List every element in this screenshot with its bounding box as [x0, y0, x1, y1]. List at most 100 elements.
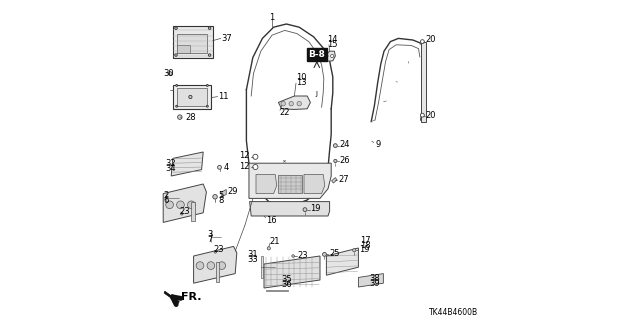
- Text: 24: 24: [340, 140, 350, 149]
- Circle shape: [281, 101, 285, 106]
- Polygon shape: [256, 174, 277, 194]
- Bar: [177, 45, 190, 53]
- Polygon shape: [278, 175, 302, 193]
- Text: 32: 32: [166, 159, 177, 168]
- Circle shape: [353, 249, 356, 252]
- Circle shape: [166, 201, 173, 209]
- Text: 19: 19: [359, 245, 369, 254]
- Circle shape: [196, 262, 204, 269]
- Text: 1: 1: [269, 13, 274, 22]
- Polygon shape: [358, 274, 383, 287]
- Polygon shape: [172, 152, 204, 176]
- Bar: [177, 34, 207, 53]
- Text: 7: 7: [207, 235, 212, 244]
- Text: 33: 33: [247, 255, 258, 264]
- Text: 11: 11: [218, 92, 228, 101]
- Text: 6: 6: [163, 196, 168, 205]
- Circle shape: [289, 101, 294, 106]
- Polygon shape: [193, 246, 237, 283]
- Circle shape: [268, 247, 271, 250]
- Circle shape: [323, 252, 326, 256]
- Circle shape: [334, 159, 337, 163]
- Text: 8: 8: [219, 196, 224, 205]
- Text: B-8: B-8: [308, 50, 325, 59]
- Bar: [177, 88, 207, 106]
- Polygon shape: [250, 202, 330, 216]
- Text: 14: 14: [327, 35, 337, 44]
- Text: 30: 30: [163, 69, 174, 78]
- Text: 13: 13: [296, 78, 307, 87]
- Circle shape: [292, 255, 294, 257]
- Text: 26: 26: [340, 156, 351, 164]
- Polygon shape: [326, 248, 358, 275]
- Text: 37: 37: [221, 34, 232, 43]
- Text: 19: 19: [310, 204, 321, 213]
- Text: FR.: FR.: [181, 292, 202, 302]
- Circle shape: [333, 144, 337, 148]
- Text: 15: 15: [327, 40, 337, 49]
- Text: 9: 9: [375, 140, 380, 149]
- Circle shape: [175, 84, 178, 86]
- Circle shape: [212, 195, 218, 199]
- Text: 23: 23: [214, 245, 225, 254]
- Circle shape: [218, 262, 226, 269]
- Circle shape: [253, 154, 258, 159]
- Polygon shape: [163, 184, 206, 222]
- Polygon shape: [304, 174, 325, 194]
- Text: 35: 35: [281, 275, 292, 284]
- Text: 22: 22: [279, 108, 289, 117]
- Text: 21: 21: [270, 237, 280, 246]
- Text: 16: 16: [266, 216, 276, 225]
- Bar: [191, 202, 195, 221]
- Circle shape: [324, 54, 328, 58]
- Polygon shape: [278, 96, 310, 109]
- Text: 31: 31: [247, 250, 258, 259]
- Circle shape: [177, 201, 184, 209]
- Circle shape: [178, 115, 182, 119]
- Circle shape: [420, 113, 424, 117]
- Text: J: J: [316, 91, 317, 97]
- Bar: [261, 256, 263, 278]
- Circle shape: [175, 105, 178, 107]
- Text: 23: 23: [298, 251, 308, 260]
- Bar: [216, 262, 219, 282]
- Circle shape: [303, 208, 307, 212]
- Text: 39: 39: [370, 279, 380, 288]
- Polygon shape: [164, 291, 179, 303]
- Text: 36: 36: [281, 280, 292, 289]
- Text: 3: 3: [207, 230, 212, 239]
- Text: 28: 28: [186, 113, 196, 122]
- Text: 10: 10: [296, 73, 306, 82]
- Circle shape: [209, 54, 211, 56]
- Polygon shape: [249, 163, 332, 198]
- Circle shape: [175, 27, 177, 29]
- Bar: [266, 290, 288, 291]
- Polygon shape: [332, 178, 337, 183]
- Text: 23: 23: [180, 207, 191, 216]
- Circle shape: [206, 105, 209, 107]
- Text: 25: 25: [329, 249, 339, 258]
- Circle shape: [297, 101, 301, 106]
- Circle shape: [168, 72, 172, 76]
- Text: 20: 20: [425, 111, 435, 120]
- Bar: [173, 85, 211, 109]
- Circle shape: [331, 54, 334, 58]
- Text: 12: 12: [239, 162, 250, 171]
- Polygon shape: [264, 256, 320, 288]
- Circle shape: [175, 54, 177, 56]
- Circle shape: [209, 27, 211, 29]
- Text: 34: 34: [166, 164, 177, 173]
- Circle shape: [180, 212, 183, 215]
- Circle shape: [253, 164, 258, 170]
- Circle shape: [188, 201, 195, 209]
- Text: 18: 18: [360, 241, 371, 250]
- Text: 20: 20: [425, 35, 435, 44]
- Text: 38: 38: [370, 274, 380, 283]
- Circle shape: [207, 262, 215, 269]
- Polygon shape: [323, 51, 335, 61]
- Circle shape: [420, 40, 424, 44]
- Circle shape: [189, 95, 192, 99]
- Text: 4: 4: [224, 163, 229, 172]
- Text: TK44B4600B: TK44B4600B: [429, 308, 479, 317]
- Text: 29: 29: [227, 187, 237, 196]
